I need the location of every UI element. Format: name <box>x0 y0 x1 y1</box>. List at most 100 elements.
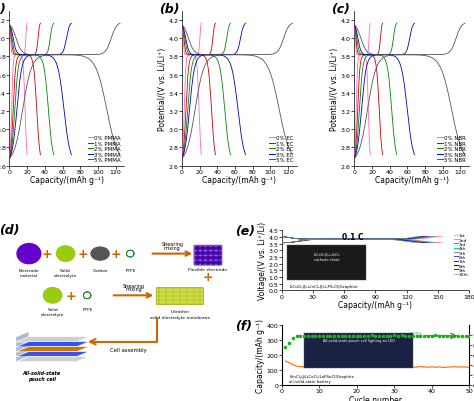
Text: +: + <box>66 289 76 302</box>
Point <box>428 333 436 339</box>
Text: Electrode
material: Electrode material <box>18 269 39 277</box>
Point <box>293 333 301 339</box>
Point <box>301 332 308 339</box>
Text: +: + <box>42 247 53 261</box>
Point <box>282 344 289 351</box>
Point <box>424 333 432 339</box>
Text: +: + <box>111 247 121 261</box>
Point <box>311 333 319 339</box>
Point <box>330 332 338 339</box>
Circle shape <box>206 261 210 264</box>
Circle shape <box>217 261 221 264</box>
Circle shape <box>91 247 109 260</box>
Y-axis label: Potential/(V vs. Li/Li⁺): Potential/(V vs. Li/Li⁺) <box>158 48 167 131</box>
Polygon shape <box>16 332 29 362</box>
Point <box>391 332 398 339</box>
Point <box>436 333 443 339</box>
Point <box>342 333 349 339</box>
Point <box>432 332 439 339</box>
Point <box>319 333 327 339</box>
Ellipse shape <box>17 244 41 264</box>
Text: solid electrolyte membrane: solid electrolyte membrane <box>150 315 210 319</box>
Point <box>372 333 379 339</box>
Circle shape <box>206 247 210 250</box>
Point <box>443 333 451 339</box>
Circle shape <box>211 247 216 250</box>
Point <box>304 333 312 339</box>
Circle shape <box>195 252 200 255</box>
Point <box>420 333 428 340</box>
Circle shape <box>217 257 221 260</box>
Point <box>338 333 346 339</box>
Point <box>462 333 469 339</box>
Legend: 0% PMMA, 1% PMMA, 2% PMMA, 3% PMMA, 5% PMMA: 0% PMMA, 1% PMMA, 2% PMMA, 3% PMMA, 5% P… <box>87 135 122 163</box>
Text: (c): (c) <box>331 3 350 16</box>
Point <box>327 332 334 339</box>
Text: Flexible electrode: Flexible electrode <box>188 267 228 271</box>
Point <box>368 332 375 339</box>
Polygon shape <box>16 356 89 362</box>
Text: (e): (e) <box>235 225 255 238</box>
Text: LiCoO₂||Li₃InCl₆||Li₆PS₅Cl|Graphite: LiCoO₂||Li₃InCl₆||Li₆PS₅Cl|Graphite <box>289 284 358 288</box>
Point <box>353 333 361 339</box>
Circle shape <box>195 261 200 264</box>
Point <box>447 332 454 339</box>
Point <box>379 333 387 339</box>
X-axis label: Capacity/(mAh g⁻¹): Capacity/(mAh g⁻¹) <box>338 300 412 310</box>
Text: PTFE: PTFE <box>83 307 93 311</box>
Text: ~100%: ~100% <box>407 331 422 335</box>
Point <box>289 334 297 341</box>
X-axis label: Capacity/(mAh g⁻¹): Capacity/(mAh g⁻¹) <box>30 176 104 185</box>
Circle shape <box>201 252 205 255</box>
Text: Solid
electrolyte: Solid electrolyte <box>41 307 64 316</box>
Circle shape <box>195 257 200 260</box>
Point <box>297 333 304 339</box>
Circle shape <box>211 257 216 260</box>
Circle shape <box>206 252 210 255</box>
X-axis label: Capacity/(mAh g⁻¹): Capacity/(mAh g⁻¹) <box>375 176 449 185</box>
X-axis label: Capacity/(mAh g⁻¹): Capacity/(mAh g⁻¹) <box>202 176 276 185</box>
Polygon shape <box>16 337 89 342</box>
Text: mixing: mixing <box>125 287 142 292</box>
Text: +: + <box>78 247 88 261</box>
Circle shape <box>211 261 216 264</box>
Polygon shape <box>16 352 89 357</box>
Point <box>387 333 394 339</box>
Text: Carbon: Carbon <box>92 269 108 273</box>
Point <box>439 333 447 339</box>
Polygon shape <box>16 342 89 347</box>
Point <box>465 332 473 339</box>
Text: (d): (d) <box>0 223 19 236</box>
Point <box>413 333 420 339</box>
Point <box>458 332 465 339</box>
Text: 0.1 C: 0.1 C <box>342 233 364 242</box>
Point <box>360 333 368 339</box>
Point <box>454 333 462 339</box>
Text: (b): (b) <box>159 3 179 16</box>
Text: PTFE: PTFE <box>126 269 137 273</box>
Point <box>346 332 353 339</box>
FancyBboxPatch shape <box>194 245 222 265</box>
Point <box>375 332 383 339</box>
Circle shape <box>217 252 221 255</box>
Y-axis label: Voltage/(V vs. Li⁺/Li): Voltage/(V vs. Li⁺/Li) <box>258 222 267 300</box>
Legend: 0% EC, 1% EC, 2% EC, 3% EC, 5% EC: 0% EC, 1% EC, 2% EC, 3% EC, 5% EC <box>269 135 294 163</box>
Text: all-solid-state battery: all-solid-state battery <box>289 379 331 383</box>
Point <box>409 333 417 339</box>
Point <box>323 332 330 339</box>
Y-axis label: Capacity/(mAh g⁻¹): Capacity/(mAh g⁻¹) <box>256 318 265 392</box>
Text: (f): (f) <box>235 319 252 332</box>
Point <box>356 333 364 339</box>
Circle shape <box>217 247 221 250</box>
Point <box>349 333 357 339</box>
Legend: 1st, 2nd, 3rd, 4th, 5th, 6th, 7th, 8th, 9th, 10th: 1st, 2nd, 3rd, 4th, 5th, 6th, 7th, 8th, … <box>453 233 469 277</box>
Polygon shape <box>16 346 89 352</box>
Point <box>398 332 406 339</box>
Legend: 0% NBR, 1% NBR, 2% NBR, 3% NBR, 5% NBR: 0% NBR, 1% NBR, 2% NBR, 3% NBR, 5% NBR <box>437 135 466 163</box>
Text: (a): (a) <box>0 3 6 16</box>
Circle shape <box>201 257 205 260</box>
FancyBboxPatch shape <box>156 288 204 305</box>
Circle shape <box>206 257 210 260</box>
Text: Cell assembly: Cell assembly <box>110 347 146 352</box>
Text: Solid
electrolyte: Solid electrolyte <box>54 269 77 277</box>
